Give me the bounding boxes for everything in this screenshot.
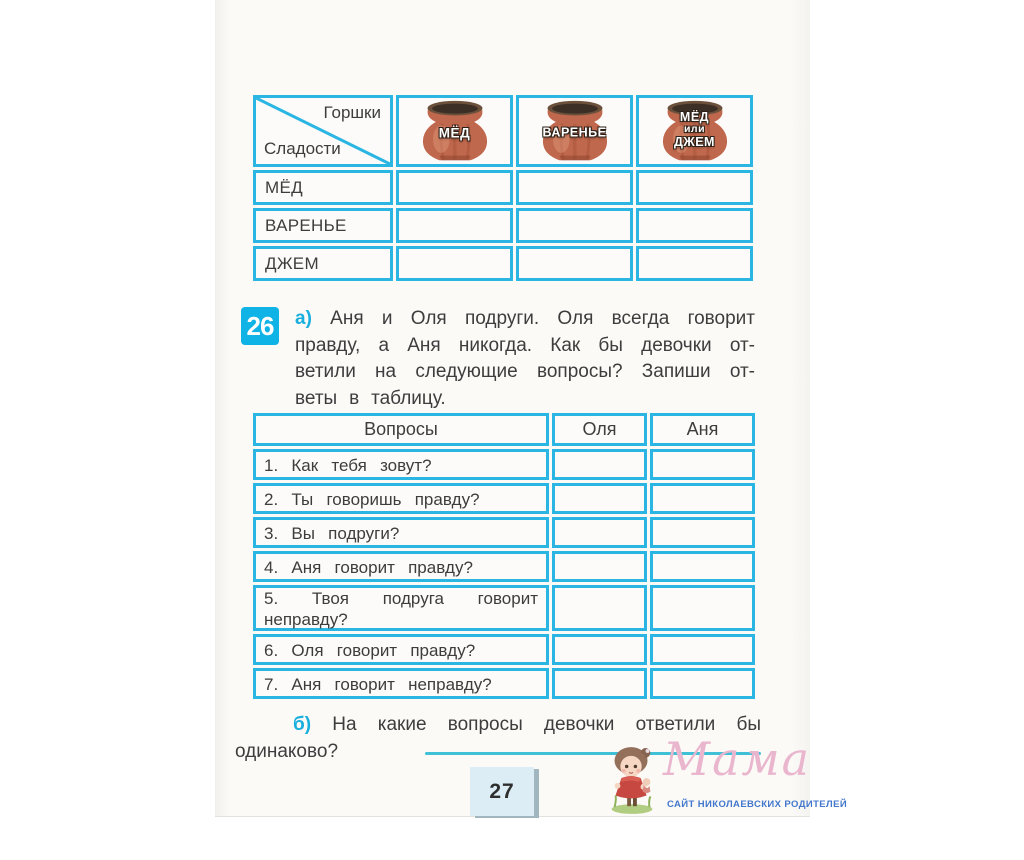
anya-answer-cell-7 <box>650 668 755 699</box>
empty-answer-cell <box>636 170 753 205</box>
workbook-page: Горшки Сладости МЁД ВАРЕНЬЕ МЁД или ДЖЕМ… <box>215 0 847 817</box>
task-b-line1: б) На какие вопросы девочки ответили бы <box>293 714 761 735</box>
pot-column-jam: ВАРЕНЬЕ <box>516 95 633 167</box>
watermark-title: Мама <box>663 732 812 786</box>
question-row-5: 5. Твоя подруга говорит неправду? <box>253 585 549 631</box>
site-watermark: Мама САЙТ НИКОЛАЕВСКИХ РОДИТЕЛЕЙ <box>587 732 847 818</box>
watermark-girl-illustration <box>611 747 653 814</box>
pot-column-honey-or-jam: МЁД или ДЖЕМ <box>636 95 753 167</box>
honey-pot-label: МЁД <box>438 125 471 141</box>
jam-pot-label: ВАРЕНЬЕ <box>542 125 607 140</box>
empty-answer-cell <box>396 170 513 205</box>
task-a-text: а) Аня и Оля подруги. Оля всегда говорит… <box>295 306 755 412</box>
task-a-line3: ветили на следующие вопросы? Запиши от- <box>295 361 755 382</box>
task-a-line1: а) Аня и Оля подруги. Оля всегда говорит <box>295 308 755 329</box>
watermark-subtitle: САЙТ НИКОЛАЕВСКИХ РОДИТЕЛЕЙ <box>667 799 848 810</box>
anya-answer-cell-5 <box>650 585 755 631</box>
olya-answer-cell-1 <box>552 449 647 480</box>
olya-answer-cell-3 <box>552 517 647 548</box>
task-a-line4: веты в таблицу. <box>295 387 446 409</box>
task-a-marker: а) <box>295 308 312 329</box>
diagonal-divider <box>256 98 390 164</box>
task-b-line2: одинаково? <box>235 741 339 762</box>
task-a-line2: правду, а Аня никогда. Как бы девочки от… <box>295 334 755 356</box>
question-row-6: 6. Оля говорит правду? <box>253 634 549 665</box>
pot-column-honey: МЁД <box>396 95 513 167</box>
questions-header: Вопросы <box>253 413 549 446</box>
question-row-1: 1. Как тебя зовут? <box>253 449 549 480</box>
olya-header: Оля <box>552 413 647 446</box>
anya-answer-cell-1 <box>650 449 755 480</box>
empty-answer-cell <box>396 246 513 281</box>
page-number: 27 <box>470 767 534 816</box>
pot3-label-line2: или <box>683 123 706 135</box>
pot3-label-line3: ДЖЕМ <box>674 135 715 149</box>
sweets-axis-label: Сладости <box>264 139 341 158</box>
pots-table: Горшки Сладости МЁД ВАРЕНЬЕ МЁД или ДЖЕМ… <box>253 95 753 281</box>
olya-answer-cell-5 <box>552 585 647 631</box>
question-row-2: 2. Ты говоришь правду? <box>253 483 549 514</box>
anya-answer-cell-2 <box>650 483 755 514</box>
anya-answer-cell-3 <box>650 517 755 548</box>
questions-table: Вопросы Оля Аня 1. Как тебя зовут? 2. Ты… <box>253 413 755 699</box>
question-row-3: 3. Вы подруги? <box>253 517 549 548</box>
empty-answer-cell <box>636 208 753 243</box>
honey-pot-image: МЁД <box>408 99 502 163</box>
olya-answer-cell-6 <box>552 634 647 665</box>
olya-answer-cell-7 <box>552 668 647 699</box>
pots-axis-label: Горшки <box>323 103 381 122</box>
olya-answer-cell-2 <box>552 483 647 514</box>
empty-answer-cell <box>516 170 633 205</box>
empty-answer-cell <box>516 246 633 281</box>
row-label-jem: ДЖЕМ <box>253 246 393 281</box>
empty-answer-cell <box>636 246 753 281</box>
task-b-text: б) На какие вопросы девочки ответили бы … <box>235 711 761 765</box>
row-label-jam: ВАРЕНЬЕ <box>253 208 393 243</box>
honey-or-jam-pot-image: МЁД или ДЖЕМ <box>648 99 742 163</box>
pots-table-corner-cell: Горшки Сладости <box>253 95 393 167</box>
question-row-4: 4. Аня говорит правду? <box>253 551 549 582</box>
anya-header: Аня <box>650 413 755 446</box>
olya-answer-cell-4 <box>552 551 647 582</box>
anya-answer-cell-4 <box>650 551 755 582</box>
row-label-honey: МЁД <box>253 170 393 205</box>
answer-line <box>425 752 761 755</box>
empty-answer-cell <box>396 208 513 243</box>
question-row-7: 7. Аня говорит неправду? <box>253 668 549 699</box>
anya-answer-cell-6 <box>650 634 755 665</box>
pot3-label-line1: МЁД <box>679 110 710 124</box>
empty-answer-cell <box>516 208 633 243</box>
exercise-number-badge: 26 <box>241 307 279 345</box>
task-b-marker: б) <box>293 714 312 735</box>
jam-pot-image: ВАРЕНЬЕ <box>528 99 622 163</box>
